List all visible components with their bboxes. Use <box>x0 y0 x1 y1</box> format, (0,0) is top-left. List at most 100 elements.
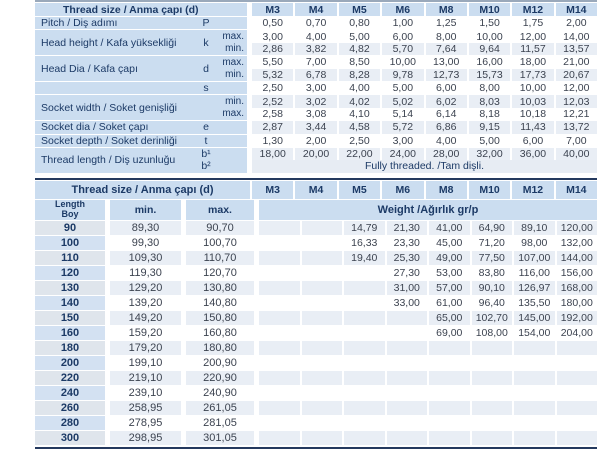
weight-cell: 126,97 <box>514 280 555 295</box>
weight-cell <box>472 356 513 370</box>
spec-value-cell: 20,67 <box>555 68 597 81</box>
max-cell: 180,80 <box>186 340 254 355</box>
weight-cell <box>344 400 385 415</box>
column-separator <box>254 235 259 250</box>
spec-qualifier <box>217 160 247 173</box>
spec-row-label <box>35 81 195 95</box>
weight-cell <box>259 296 300 310</box>
spec-col-row: M3 M4 M5 M6 M8 M10 M12 M14 <box>252 3 597 16</box>
weight-cell <box>471 340 512 355</box>
length-header-line1: Length <box>55 199 85 210</box>
spec-value-cell: 2,50 <box>349 134 370 147</box>
spec-value-cell: 4,02 <box>338 95 381 108</box>
weight-values <box>259 356 597 370</box>
spec-row-label: Pitch / Diş adımı <box>35 17 195 30</box>
spec-value-cell: 3,08 <box>305 107 327 120</box>
weight-cell: 14,79 <box>344 220 385 235</box>
weight-values: 33,00 61,00 96,40 135,50 180,00 <box>259 296 597 310</box>
column-separator <box>181 355 186 370</box>
column-separator <box>105 370 110 385</box>
max-cell: 90,70 <box>186 220 254 235</box>
weight-cell: 49,00 <box>429 250 470 265</box>
weight-row: 160 159,20 160,80 69,00 108,00 154,00 204,00 <box>35 325 597 340</box>
column-separator <box>254 325 259 340</box>
column-separator <box>181 415 186 430</box>
weight-table: Thread size / Anma çapı (d) M3 M4 M5 M6 M8 M1… <box>35 177 597 449</box>
length-cell: 160 <box>35 325 105 340</box>
weight-cell: 27,30 <box>393 266 420 279</box>
spec-col-header: M10 <box>468 3 511 16</box>
spec-row: max. 3,00 4,00 5,00 6,00 8,00 10,00 12,00 14,00 <box>217 30 597 43</box>
spec-qualifier: min. <box>217 68 247 81</box>
spec-value-cell: 40,00 <box>555 147 597 161</box>
spec-row-label: Socket dia / Soket çapı <box>35 121 195 134</box>
weight-cell <box>301 370 342 385</box>
weight-cell <box>514 430 555 445</box>
spec-value-cell: 12,00 <box>519 30 547 43</box>
spec-symbol: d <box>203 62 209 75</box>
spec-value-cell: 5,50 <box>262 56 283 69</box>
column-separator <box>247 17 252 30</box>
weight-table-title: Thread size / Anma çapı (d) <box>35 180 250 199</box>
column-separator <box>181 280 186 295</box>
spec-value-cell: 1,50 <box>479 17 500 30</box>
weight-cell <box>514 370 555 385</box>
spec-rows: 2,87 3,44 4,58 5,72 6,86 9,15 11,43 13,72 <box>217 121 597 134</box>
weight-cell: 21,30 <box>386 220 427 235</box>
spec-value-cell: 9,15 <box>468 121 511 134</box>
weight-cell <box>429 400 470 415</box>
max-cell: 130,80 <box>186 280 254 295</box>
weight-cell <box>429 370 470 385</box>
spec-symbol-col: d <box>195 56 217 81</box>
column-separator <box>254 385 259 400</box>
spec-section: Head height / Kafa yüksekliği k max. 3,00 4,… <box>35 30 597 56</box>
weight-cell <box>344 296 385 310</box>
weight-cell <box>471 430 512 445</box>
spec-symbol: P <box>202 17 210 30</box>
max-cell: 281,05 <box>203 416 237 429</box>
column-separator <box>247 3 252 16</box>
spec-value-cell: 5,00 <box>392 82 414 95</box>
spec-qualifier <box>217 81 247 95</box>
weight-values <box>259 370 597 385</box>
spec-value-cell: 7,00 <box>305 56 327 69</box>
spec-value-cell: 10,00 <box>519 82 547 95</box>
weight-cell <box>514 356 555 370</box>
spec-value-cell: 6,14 <box>435 107 457 120</box>
spec-values: 1,30 2,00 2,50 3,00 4,00 5,00 6,00 7,00 <box>252 135 597 147</box>
min-cell: 99,30 <box>131 236 160 249</box>
column-separator <box>105 400 110 415</box>
min-column-header: min. <box>110 199 181 220</box>
spec-row-label: Socket width / Soket genişliği <box>35 95 195 121</box>
spec-value-cell: 13,72 <box>555 121 597 134</box>
spec-symbol: t <box>204 134 208 147</box>
weight-cell <box>344 266 385 280</box>
length-cell: 220 <box>35 370 105 385</box>
min-cell: 149,20 <box>110 310 181 325</box>
spec-value-cell: 8,50 <box>349 56 370 69</box>
spec-value-cell: 8,00 <box>479 82 500 95</box>
weight-cell <box>302 416 343 430</box>
spec-values: 2,86 3,82 4,82 5,70 7,64 9,64 11,57 13,57 <box>252 42 597 56</box>
spec-rows: 18,00 20,00 22,00 24,00 28,00 32,00 36,00 40,00… <box>217 147 597 173</box>
weight-cell <box>386 370 427 385</box>
column-separator <box>254 199 259 220</box>
spec-value-cell: 0,70 <box>305 17 327 30</box>
column-separator <box>247 30 252 43</box>
spec-value-cell: 12,03 <box>555 95 597 108</box>
weight-cell <box>302 386 343 400</box>
column-separator <box>181 400 186 415</box>
spec-row: min. 2,86 3,82 4,82 5,70 7,64 9,64 11,57 13,57 <box>217 42 597 56</box>
spec-value-cell: 20,00 <box>295 147 337 161</box>
spec-row: 2,50 3,00 4,00 5,00 6,00 8,00 10,00 12,00 <box>217 81 597 95</box>
spec-value-cell: 10,18 <box>519 107 547 120</box>
column-separator <box>254 295 259 310</box>
weight-cell: 61,00 <box>436 296 463 309</box>
spec-symbol-col: s <box>195 81 217 95</box>
spec-value-cell: 8,28 <box>338 68 381 81</box>
weight-cell <box>302 326 343 340</box>
spec-value-cell: 18,00 <box>252 147 294 161</box>
weight-header-row: Thread size / Anma çapı (d) M3 M4 M5 M6 M8 M1… <box>35 180 597 199</box>
spec-symbol: b¹ <box>201 148 211 161</box>
weight-cell: 57,00 <box>429 280 470 295</box>
